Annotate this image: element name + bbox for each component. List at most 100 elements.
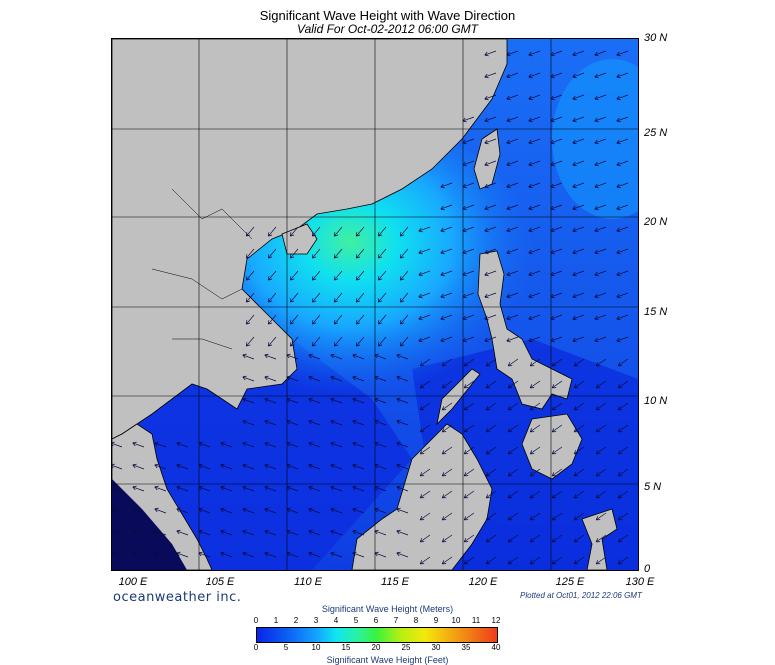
- direction-arrow: [418, 336, 431, 343]
- direction-arrow: [374, 507, 387, 514]
- land-mindanao: [521, 413, 583, 480]
- direction-arrow: [154, 441, 167, 448]
- direction-arrow: [573, 556, 585, 565]
- direction-arrow: [594, 160, 607, 167]
- direction-arrow: [352, 397, 365, 404]
- direction-arrow: [330, 397, 343, 404]
- direction-arrow: [551, 424, 563, 433]
- direction-arrow: [594, 292, 607, 299]
- direction-arrow: [550, 226, 563, 233]
- feet-tick: 5: [283, 643, 289, 652]
- direction-arrow: [462, 116, 475, 123]
- direction-arrow: [616, 50, 629, 57]
- direction-arrow: [441, 424, 453, 433]
- direction-arrow: [242, 397, 255, 404]
- direction-arrow: [463, 402, 475, 411]
- direction-arrow: [485, 556, 497, 565]
- direction-arrow: [396, 529, 409, 536]
- direction-arrow: [355, 292, 365, 303]
- direction-arrow: [374, 441, 387, 448]
- direction-arrow: [507, 380, 519, 389]
- direction-arrow: [528, 160, 541, 167]
- graticule: [112, 39, 638, 570]
- direction-arrow: [377, 292, 387, 303]
- direction-arrow: [528, 204, 541, 211]
- direction-arrow: [399, 270, 409, 281]
- direction-arrow: [440, 226, 453, 233]
- direction-arrow: [528, 138, 541, 145]
- direction-arrow: [551, 512, 563, 521]
- direction-arrow: [528, 292, 541, 299]
- direction-arrow: [245, 270, 255, 281]
- direction-arrow: [617, 556, 629, 565]
- lon-label: 100 E: [118, 576, 148, 588]
- direction-arrow: [484, 72, 497, 79]
- direction-arrow: [485, 380, 497, 389]
- direction-arrow: [572, 116, 585, 123]
- direction-arrow: [132, 463, 145, 470]
- colorbar-title-feet: Significant Wave Height (Feet): [326, 655, 449, 665]
- direction-arrow: [462, 138, 475, 145]
- direction-arrow: [374, 485, 387, 492]
- feet-tick: 35: [461, 643, 471, 652]
- direction-arrow: [267, 248, 277, 259]
- direction-arrow: [550, 94, 563, 101]
- direction-arrow: [573, 490, 585, 499]
- lon-label: 120 E: [468, 576, 498, 588]
- direction-arrow: [507, 402, 519, 411]
- direction-arrow: [484, 314, 497, 321]
- direction-arrow: [355, 248, 365, 259]
- direction-arrow: [112, 463, 123, 470]
- direction-arrow: [441, 512, 453, 521]
- lon-label: 130 E: [625, 576, 655, 588]
- direction-arrow: [286, 485, 299, 492]
- direction-arrow: [352, 375, 365, 382]
- direction-arrow: [573, 424, 585, 433]
- direction-arrow: [528, 248, 541, 255]
- direction-arrow: [550, 292, 563, 299]
- direction-arrow: [463, 490, 475, 499]
- direction-arrow: [529, 380, 541, 389]
- direction-arrow: [374, 419, 387, 426]
- direction-arrow: [616, 94, 629, 101]
- direction-arrow: [485, 490, 497, 499]
- direction-arrow: [551, 468, 563, 477]
- direction-arrow: [507, 358, 519, 367]
- direction-arrow: [419, 380, 431, 389]
- direction-arrow: [484, 248, 497, 255]
- direction-arrow: [463, 556, 475, 565]
- direction-arrow: [374, 463, 387, 470]
- direction-arrow: [594, 116, 607, 123]
- direction-arrow: [617, 490, 629, 499]
- direction-arrow: [484, 270, 497, 277]
- direction-arrow: [506, 160, 519, 167]
- direction-arrow: [333, 292, 343, 303]
- direction-arrow: [220, 441, 233, 448]
- direction-arrow: [595, 380, 607, 389]
- direction-arrow: [572, 204, 585, 211]
- direction-arrow: [551, 534, 563, 543]
- direction-arrow: [462, 182, 475, 189]
- direction-arrow: [220, 507, 233, 514]
- direction-arrow: [463, 424, 475, 433]
- direction-arrow: [506, 182, 519, 189]
- direction-arrow: [528, 314, 541, 321]
- direction-arrow: [507, 468, 519, 477]
- direction-arrow: [573, 380, 585, 389]
- lat-label: 10 N: [644, 395, 668, 407]
- direction-arrow: [333, 248, 343, 259]
- direction-arrow: [132, 551, 145, 558]
- direction-arrow: [551, 380, 563, 389]
- direction-arrow: [198, 463, 211, 470]
- direction-arrow: [289, 226, 299, 237]
- direction-arrow: [441, 446, 453, 455]
- direction-arrow: [485, 468, 497, 477]
- direction-arrow: [572, 182, 585, 189]
- direction-arrow: [617, 402, 629, 411]
- direction-arrow: [484, 138, 497, 145]
- direction-arrow: [594, 72, 607, 79]
- direction-arrow: [289, 336, 299, 347]
- direction-arrow: [616, 292, 629, 299]
- direction-arrow: [507, 512, 519, 521]
- direction-arrow: [419, 512, 431, 521]
